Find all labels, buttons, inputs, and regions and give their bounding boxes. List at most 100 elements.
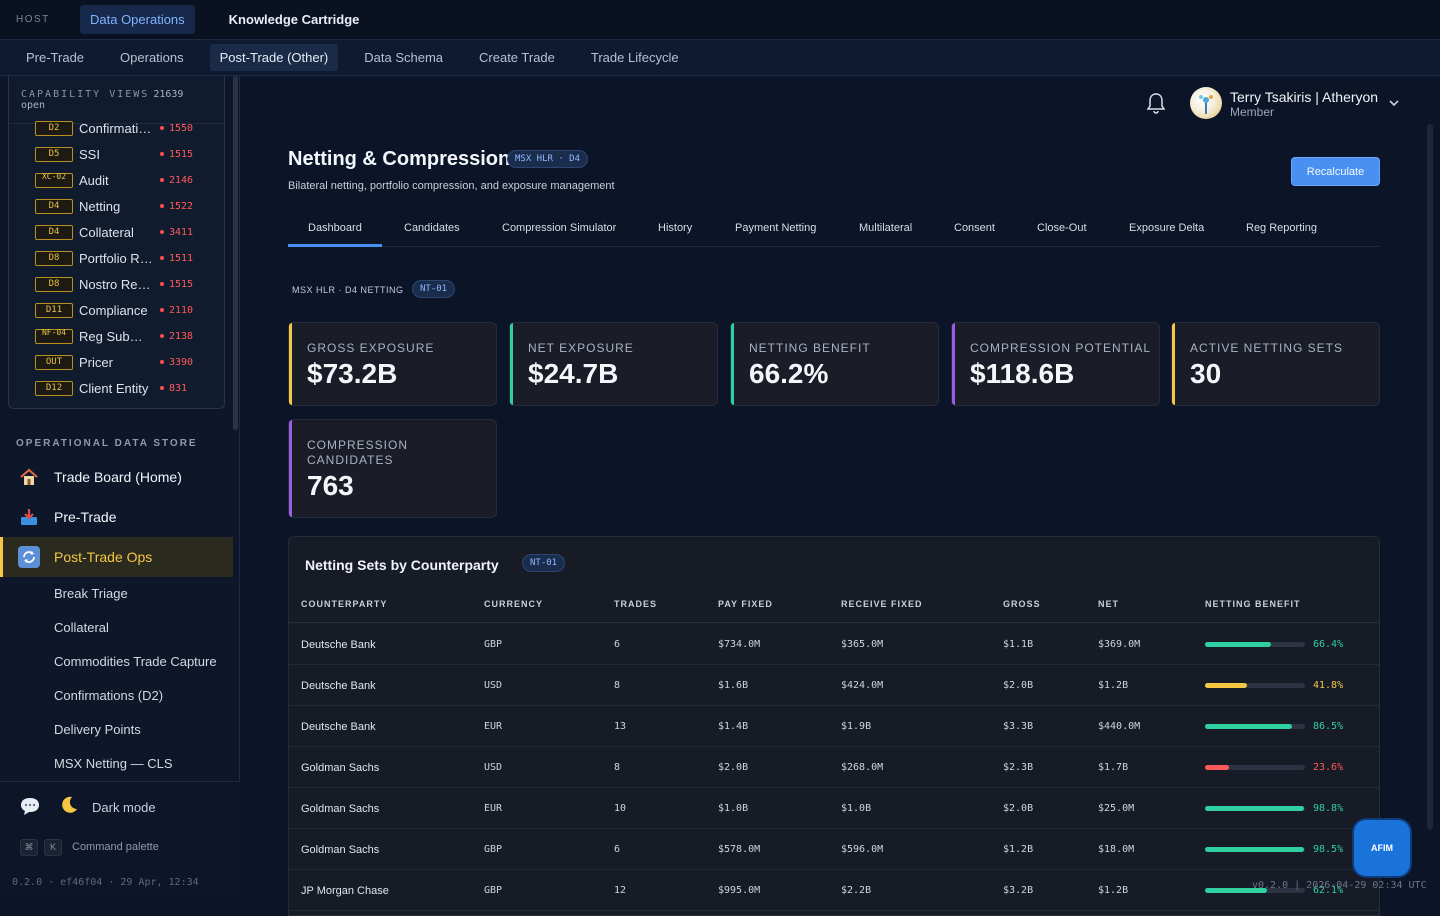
nav-commodities-trade-capture[interactable]: Commodities Trade Capture [54, 654, 217, 669]
chevron-down-icon[interactable] [1388, 98, 1400, 108]
subnav-pre-trade[interactable]: Pre-Trade [26, 50, 85, 65]
capability-item[interactable]: D8 Portfolio Reconciliation 1511 [9, 245, 226, 271]
alert-dot-icon [160, 152, 164, 156]
user-name[interactable]: Terry Tsakiris | Atheryon [1230, 89, 1379, 105]
subnav-post-trade-other[interactable]: Post-Trade (Other) [209, 44, 339, 71]
capability-item[interactable]: D4 Collateral 3411 [9, 219, 226, 245]
section-badge: NT-01 [412, 280, 456, 298]
table-row[interactable]: Deutsche Bank EUR 13 $1.4B $1.9B $3.3B $440.0M… [289, 706, 1379, 747]
column-header[interactable]: COUNTERPARTY [301, 599, 388, 609]
column-header[interactable]: RECEIVE FIXED [841, 599, 923, 609]
nav-break-triage[interactable]: Break Triage [54, 586, 128, 601]
capability-item[interactable]: D11 Compliance 2110 [9, 297, 226, 323]
capability-count: 1550 [169, 122, 194, 134]
kbd-command-key: ⌘ [20, 839, 38, 856]
alert-dot-icon [160, 308, 164, 312]
main-content: Terry Tsakiris | Atheryon Member Netting… [240, 76, 1440, 916]
alert-dot-icon [160, 178, 164, 182]
nav-confirmations-d2[interactable]: Confirmations (D2) [54, 688, 164, 703]
cell-trades: 10 [614, 803, 627, 814]
capability-item[interactable]: D4 Netting 1522 [9, 193, 226, 219]
column-header[interactable]: NETTING BENEFIT [1205, 599, 1301, 609]
capability-item[interactable]: D5 SSI 1515 [9, 141, 226, 167]
tab-reg-reporting[interactable]: Reg Reporting [1246, 222, 1317, 234]
subnav-data-schema[interactable]: Data Schema [364, 50, 444, 65]
table-row[interactable]: JP Morgan Chase GBP 12 $995.0M $2.2B $3.2B $1.… [289, 870, 1379, 911]
tab-data-operations[interactable]: Data Operations [80, 5, 195, 34]
nav-pre-trade[interactable]: Pre-Trade [0, 497, 233, 537]
subnav-trade-lifecycle[interactable]: Trade Lifecycle [590, 50, 679, 65]
chat-bubble-icon[interactable] [19, 796, 41, 821]
table-title: Netting Sets by Counterparty [305, 557, 499, 573]
capability-badge: OUT [35, 354, 73, 370]
capability-item[interactable]: XC-02 Audit 2146 [9, 167, 226, 193]
cell-gross: $2.0B [1003, 680, 1034, 691]
tab-payment-netting[interactable]: Payment Netting [735, 222, 817, 234]
nav-trade-board-home[interactable]: Trade Board (Home) [0, 457, 233, 497]
subnav-create-trade[interactable]: Create Trade [479, 50, 555, 65]
cell-benefit: 66.4% [1313, 639, 1344, 650]
column-header[interactable]: NET [1098, 599, 1119, 609]
table-row[interactable]: Goldman Sachs EUR 10 $1.0B $1.0B $2.0B $25.0M 9… [289, 788, 1379, 829]
cell-benefit: 41.8% [1313, 680, 1344, 691]
tab-knowledge-cartridge[interactable]: Knowledge Cartridge [228, 12, 360, 27]
cell-gross: $1.2B [1003, 844, 1034, 855]
main-scrollbar[interactable] [1427, 124, 1433, 830]
cell-ccy: GBP [484, 885, 503, 896]
column-header[interactable]: CURRENCY [484, 599, 544, 609]
sidebar-scrollbar[interactable] [233, 76, 238, 430]
nav-post-trade-ops[interactable]: Post-Trade Ops [0, 537, 233, 577]
afim-assistant-button[interactable]: AFIM [1354, 820, 1410, 876]
capability-item[interactable]: OUT Pricer 3390 [9, 349, 226, 375]
cell-cp: Goldman Sachs [301, 844, 380, 856]
command-palette-link[interactable]: Command palette [72, 841, 159, 853]
tab-dashboard[interactable]: Dashboard [308, 222, 362, 234]
nav-delivery-points[interactable]: Delivery Points [54, 722, 141, 737]
recalculate-button[interactable]: Recalculate [1291, 157, 1380, 186]
table-row[interactable]: Goldman Sachs USD 8 $2.0B $268.0M $2.3B $1.7B 2… [289, 747, 1379, 788]
cell-benefit: 23.6% [1313, 762, 1344, 773]
capability-item[interactable]: D12 Client Entity 831 [9, 375, 226, 401]
capability-count: 1515 [169, 148, 194, 160]
capability-badge: D4 [35, 198, 73, 214]
kpi-accent-bar [289, 420, 292, 517]
capability-item[interactable]: D2 Confirmations 1550 [9, 115, 226, 141]
tab-multilateral[interactable]: Multilateral [859, 222, 913, 234]
nav-msx-netting-cls[interactable]: MSX Netting — CLS [54, 756, 173, 771]
capability-item[interactable]: D8 Nostro Reconciliation 1515 [9, 271, 226, 297]
avatar[interactable] [1190, 87, 1222, 119]
tab-history[interactable]: History [658, 222, 693, 234]
bell-icon[interactable] [1146, 92, 1166, 114]
capability-item[interactable]: NF-04 Reg Submission 2138 [9, 323, 226, 349]
cell-trades: 6 [614, 844, 621, 855]
subnav-operations[interactable]: Operations [120, 50, 184, 65]
cell-pay: $1.4B [718, 721, 749, 732]
nav-label: Pre-Trade [54, 509, 117, 525]
kpi-accent-bar [289, 323, 292, 405]
capability-name: Audit [79, 172, 109, 188]
table-row[interactable]: Goldman Sachs GBP 6 $578.0M $596.0M $1.2B $18.… [289, 829, 1379, 870]
tab-candidates[interactable]: Candidates [404, 222, 460, 234]
column-header[interactable]: PAY FIXED [718, 599, 773, 609]
cell-recv: $424.0M [841, 680, 884, 691]
table-row[interactable]: Deutsche Bank USD 8 $1.6B $424.0M $2.0B $1.2B 4… [289, 665, 1379, 706]
cell-ccy: EUR [484, 803, 503, 814]
nav-label: Post-Trade Ops [54, 549, 153, 565]
table-row[interactable]: Deutsche Bank GBP 6 $734.0M $365.0M $1.1B $369… [289, 624, 1379, 665]
column-header[interactable]: GROSS [1003, 599, 1041, 609]
nav-collateral[interactable]: Collateral [54, 620, 109, 635]
capability-count: 1511 [169, 252, 194, 264]
tab-close-out[interactable]: Close-Out [1037, 222, 1087, 234]
tab-compression-simulator[interactable]: Compression Simulator [502, 222, 617, 234]
capability-name: Portfolio Reconciliation [79, 250, 153, 266]
footer-version: v0.2.0 | 2026-04-29 02:34 UTC [1252, 880, 1427, 891]
capability-name: Client Entity [79, 380, 149, 396]
moon-icon[interactable] [59, 795, 79, 820]
benefit-bar [1205, 806, 1305, 811]
user-role: Member [1230, 105, 1275, 119]
tab-consent[interactable]: Consent [954, 222, 995, 234]
column-header[interactable]: TRADES [614, 599, 658, 609]
capability-count: 3411 [169, 226, 194, 238]
dark-mode-toggle[interactable]: Dark mode [92, 800, 156, 815]
tab-exposure-delta[interactable]: Exposure Delta [1129, 222, 1205, 234]
